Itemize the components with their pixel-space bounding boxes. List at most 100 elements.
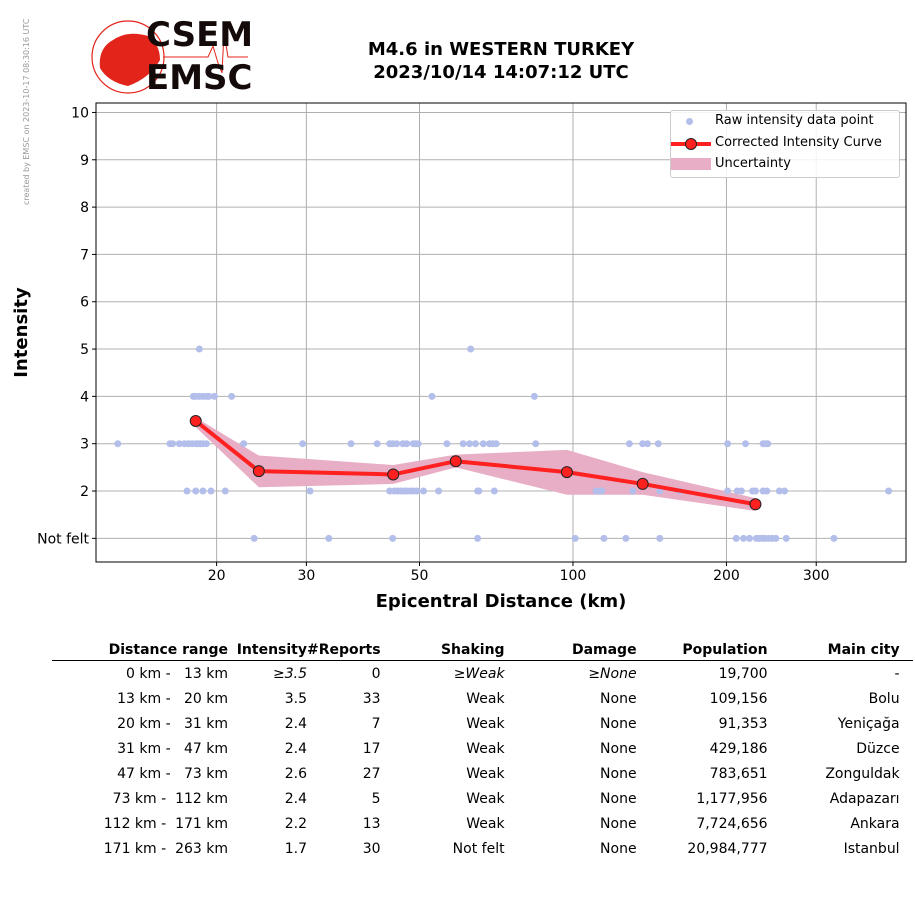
- curve-point: [749, 498, 762, 511]
- raw-data-point: [210, 392, 218, 400]
- plot-area: [96, 103, 906, 562]
- cell-population: 7,724,656: [696, 815, 768, 832]
- y-tick-label: 6: [80, 295, 89, 311]
- raw-data-point: [492, 440, 500, 448]
- raw-data-point: [459, 440, 467, 448]
- title-datetime: 2023/10/14 14:07:12 UTC: [373, 62, 629, 83]
- raw-data-point: [643, 440, 651, 448]
- cell-distance-range: 13 km - 20 km: [117, 690, 228, 707]
- raw-data-point: [742, 440, 750, 448]
- raw-data-point: [775, 487, 783, 495]
- cell-main-city: Düzce: [856, 740, 900, 757]
- legend-raw-label: Raw intensity data point: [715, 113, 874, 128]
- raw-data-point: [532, 440, 540, 448]
- raw-data-point: [325, 534, 333, 542]
- cell-damage: None: [600, 715, 637, 732]
- header-damage: Damage: [504, 639, 637, 661]
- intensity-chart: 20 30 50 100 200 300 Not felt 2 3 4 5 6 7 8 9 10 Epicent…: [11, 102, 907, 612]
- y-tick-label: 9: [80, 153, 89, 169]
- cell-intensity: 1.7: [284, 840, 307, 857]
- legend-curve-marker: [685, 138, 697, 150]
- curve-point: [387, 468, 400, 481]
- cell-main-city: Bolu: [868, 690, 900, 707]
- table-row: 112 km - 171 km 2.2 13 Weak None 7,724,656 Ank…: [52, 811, 913, 836]
- cell-shaking: Weak: [466, 715, 505, 732]
- cell-reports: 30: [362, 840, 381, 857]
- cell-distance-range: 47 km - 73 km: [117, 765, 228, 782]
- cell-intensity: 2.4: [284, 740, 307, 757]
- raw-data-point: [228, 392, 236, 400]
- cell-damage: ≥None: [588, 665, 637, 682]
- raw-data-point: [781, 487, 789, 495]
- raw-data-point: [625, 440, 633, 448]
- cell-shaking: Weak: [466, 815, 505, 832]
- raw-data-point: [299, 440, 307, 448]
- raw-data-point: [183, 487, 191, 495]
- y-tick-label: 4: [80, 389, 89, 405]
- cell-distance-range: 31 km - 47 km: [117, 740, 228, 757]
- y-tick-label: 5: [80, 342, 89, 358]
- cell-damage: None: [600, 690, 637, 707]
- raw-data-point: [175, 440, 183, 448]
- header-intensity: Intensity: [228, 639, 307, 661]
- cell-distance-range: 73 km - 112 km: [112, 790, 228, 807]
- cell-reports: 13: [362, 815, 381, 832]
- raw-data-point: [530, 392, 538, 400]
- legend-band-patch: [671, 158, 711, 170]
- table-row: 171 km - 263 km 1.7 30 Not felt None 20,984,7…: [52, 836, 913, 861]
- raw-data-point: [403, 440, 411, 448]
- table-row: 13 km - 20 km 3.5 33 Weak None 109,156 Bolu: [52, 686, 913, 711]
- logo-emsc: EMSC: [146, 58, 253, 98]
- y-tick-label: 10: [71, 105, 89, 121]
- raw-data-point: [654, 440, 662, 448]
- cell-shaking: Weak: [466, 790, 505, 807]
- y-axis-label: Intensity: [11, 287, 32, 378]
- raw-data-point: [598, 487, 606, 495]
- cell-intensity: 2.4: [284, 715, 307, 732]
- raw-data-point: [490, 487, 498, 495]
- cell-damage: None: [600, 815, 637, 832]
- raw-data-point: [739, 534, 747, 542]
- y-tick-label: 7: [80, 247, 89, 263]
- cell-main-city: Ankara: [850, 815, 900, 832]
- table-row: 0 km - 13 km ≥3.5 0 ≥Weak ≥None 19,700 -: [52, 661, 913, 687]
- raw-data-point: [629, 487, 637, 495]
- cell-damage: None: [600, 790, 637, 807]
- cell-main-city: Zonguldak: [825, 765, 900, 782]
- raw-data-point: [763, 487, 771, 495]
- cell-main-city: Adapazarı: [829, 790, 900, 807]
- cell-damage: None: [600, 740, 637, 757]
- raw-data-point: [207, 487, 215, 495]
- raw-data-point: [724, 440, 732, 448]
- cell-distance-range: 112 km - 171 km: [103, 815, 228, 832]
- raw-data-point: [772, 534, 780, 542]
- raw-data-point: [419, 487, 427, 495]
- raw-data-point: [428, 392, 436, 400]
- cell-main-city: Yeniçağa: [837, 715, 900, 732]
- header-distance: Distance range: [52, 639, 228, 661]
- raw-data-point: [724, 487, 732, 495]
- raw-data-point: [479, 440, 487, 448]
- raw-data-point: [373, 440, 381, 448]
- raw-data-point: [306, 487, 314, 495]
- raw-data-point: [639, 440, 647, 448]
- raw-data-point: [746, 534, 754, 542]
- legend: Raw intensity data point Corrected Inten…: [670, 110, 900, 178]
- title-event: M4.6 in WESTERN TURKEY: [367, 39, 635, 60]
- cell-intensity: 3.5: [284, 690, 307, 707]
- cell-reports: 17: [362, 740, 381, 757]
- cell-damage: None: [600, 840, 637, 857]
- cell-distance-range: 20 km - 31 km: [117, 715, 228, 732]
- raw-data-point: [656, 534, 664, 542]
- raw-data-point: [830, 534, 838, 542]
- raw-data-point: [114, 440, 122, 448]
- cell-reports: 7: [371, 715, 381, 732]
- raw-data-point: [202, 440, 210, 448]
- y-tick-label: 8: [80, 200, 89, 216]
- raw-data-point: [571, 534, 579, 542]
- raw-data-point: [393, 440, 401, 448]
- raw-data-point: [782, 534, 790, 542]
- raw-data-point: [195, 345, 203, 353]
- raw-data-point: [205, 392, 213, 400]
